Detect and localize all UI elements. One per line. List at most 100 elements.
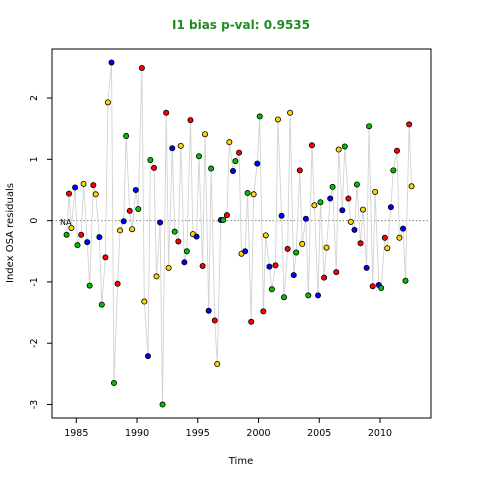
residual-point <box>351 226 358 233</box>
residual-point <box>177 142 184 149</box>
residual-point <box>102 254 109 261</box>
residual-point <box>400 225 407 232</box>
residual-point <box>311 202 318 209</box>
residual-point <box>86 282 93 289</box>
residual-point <box>123 133 130 140</box>
residual-point <box>195 153 202 160</box>
residual-point <box>181 259 188 266</box>
residual-point <box>308 142 315 149</box>
residual-point <box>268 286 275 293</box>
residual-point <box>138 65 145 72</box>
residual-point <box>353 181 360 188</box>
x-tick-label: 1985 <box>64 428 88 439</box>
residual-point <box>393 147 400 154</box>
y-axis: -3 -2 -1 0 1 2 <box>29 95 53 409</box>
residual-point <box>159 401 166 408</box>
residual-point <box>390 167 397 174</box>
x-tick-label: 2010 <box>368 428 392 439</box>
residual-point <box>256 113 263 120</box>
residual-point <box>305 292 312 299</box>
residual-point <box>381 234 388 241</box>
residual-point <box>183 248 190 255</box>
y-tick-label: 2 <box>29 95 40 101</box>
y-tick-label: -2 <box>29 338 40 347</box>
residual-point <box>78 231 85 238</box>
residual-point <box>406 121 413 128</box>
x-tick-label: 2000 <box>246 428 270 439</box>
residual-point <box>323 244 330 251</box>
residual-point <box>223 212 230 219</box>
residual-point <box>244 190 251 197</box>
residual-point <box>387 204 394 211</box>
residual-point <box>114 280 121 287</box>
residual-point <box>141 298 148 305</box>
residual-point <box>402 277 409 284</box>
residual-point <box>359 206 366 213</box>
residual-point <box>396 234 403 241</box>
connector-line-layer <box>66 62 413 405</box>
residual-point <box>236 149 243 156</box>
residual-point <box>242 248 249 255</box>
residual-point <box>66 190 73 197</box>
point-layer <box>63 59 415 408</box>
residual-point <box>74 242 81 249</box>
residual-point <box>163 109 170 116</box>
residual-point <box>248 318 255 325</box>
residual-point <box>335 146 342 153</box>
residual-point <box>117 227 124 234</box>
residual-point <box>175 238 182 245</box>
residual-point <box>90 182 97 189</box>
residual-point <box>135 205 142 212</box>
residual-point <box>147 156 154 163</box>
na-annotation: NA <box>60 218 72 227</box>
residual-connector-line <box>66 62 413 405</box>
residual-point <box>327 195 334 202</box>
residual-point <box>126 207 133 214</box>
residual-point <box>208 165 215 172</box>
residual-point <box>104 99 111 106</box>
y-tick-label: 0 <box>29 218 40 224</box>
residual-point <box>229 167 236 174</box>
residual-point <box>293 249 300 256</box>
residual-point <box>345 195 352 202</box>
residual-point <box>63 231 70 238</box>
y-axis-label: Index OSA residuals <box>5 183 16 283</box>
x-tick-label: 2005 <box>307 428 331 439</box>
residual-point <box>211 317 218 324</box>
residual-point <box>157 219 164 226</box>
residual-point <box>193 233 200 240</box>
residual-point <box>366 123 373 130</box>
residual-point <box>84 239 91 246</box>
residual-point <box>302 215 309 222</box>
residual-point <box>369 283 376 290</box>
residual-point <box>250 191 257 198</box>
x-axis-label: Time <box>228 456 253 467</box>
residual-point <box>378 285 385 292</box>
residual-point <box>281 294 288 301</box>
residual-point <box>299 240 306 247</box>
residual-point <box>110 380 117 387</box>
residual-point <box>266 263 273 270</box>
residual-point <box>347 218 354 225</box>
residual-point <box>284 245 291 252</box>
residual-point <box>254 160 261 167</box>
residual-point <box>232 158 239 165</box>
residual-point <box>72 184 79 191</box>
residual-point <box>187 117 194 124</box>
residual-point <box>321 274 328 281</box>
residual-point <box>120 218 127 225</box>
residual-point <box>363 264 370 271</box>
residual-point <box>151 164 158 171</box>
residual-point <box>205 307 212 314</box>
residual-point <box>341 143 348 150</box>
x-tick-label: 1990 <box>125 428 149 439</box>
x-axis: 1985 1990 1995 2000 2005 2010 <box>64 417 392 439</box>
residual-point <box>144 353 151 360</box>
residual-point <box>357 240 364 247</box>
chart-title: I1 bias p-val: 0.9535 <box>172 18 310 32</box>
residual-point <box>290 272 297 279</box>
residual-point <box>260 308 267 315</box>
residual-point <box>129 226 136 233</box>
residual-point <box>108 59 115 66</box>
residual-point <box>98 301 105 308</box>
